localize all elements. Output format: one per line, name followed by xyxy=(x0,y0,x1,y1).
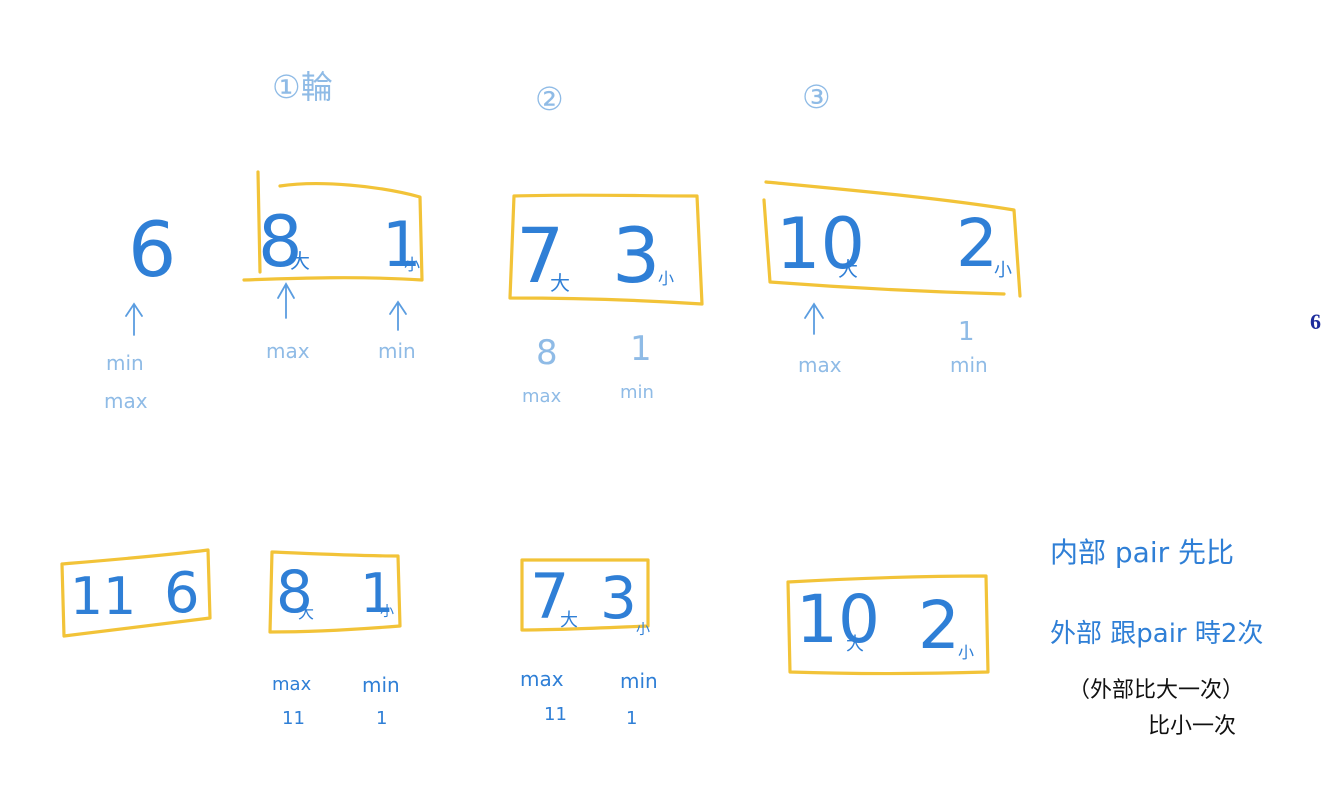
top-pair-3-max-arrow-icon xyxy=(804,302,824,335)
top-pair-1-small: 1 xyxy=(382,208,421,281)
top-pair-1-big: 8 xyxy=(258,201,303,283)
bottom-pair-1-max-label: max xyxy=(272,674,312,695)
bottom-pair-2-min-label: min xyxy=(620,669,658,693)
top-pair-3-small-mark: 小 xyxy=(994,260,1012,281)
bottom-pair-2-small-mark: 小 xyxy=(636,622,650,638)
top-pair-3-max-label: max xyxy=(798,353,842,377)
top-pair-2-small: 3 xyxy=(612,211,660,300)
page-number: 6 xyxy=(1310,309,1321,334)
bottom-pair-1-min-value: 1 xyxy=(376,708,387,729)
top-pair-1-big-mark: 大 xyxy=(290,249,310,273)
bottom-pair-2-max-label: max xyxy=(520,667,564,691)
bottom-first-right: 6 xyxy=(164,561,200,626)
round-3-label: ③ xyxy=(802,78,831,116)
bottom-pair-3-small: 2 xyxy=(918,587,960,664)
top-pair-2-box xyxy=(508,193,704,306)
top-pair-1-small-mark: 小 xyxy=(404,255,420,274)
bottom-first-left: 11 xyxy=(70,567,136,627)
bottom-first-box xyxy=(60,548,212,638)
bottom-pair-1-big: 8 xyxy=(276,558,313,626)
bottom-pair-2-big-mark: 大 xyxy=(560,610,578,631)
bottom-pair-3-big-mark: 大 xyxy=(846,634,864,655)
note-line-1: 内部 pair 先比 xyxy=(1050,536,1234,569)
bottom-pair-3-small-mark: 小 xyxy=(958,643,974,662)
typed-note-line-2: 比小一次 xyxy=(1148,713,1236,738)
top-single-label-max: max xyxy=(104,389,148,413)
top-pair-1-min-label: min xyxy=(378,339,416,363)
top-pair-2-max-value: 8 xyxy=(536,333,558,373)
top-pair-1-max-label: max xyxy=(266,339,310,363)
top-pair-1-max-arrow-icon xyxy=(277,282,295,319)
top-single-label-min: min xyxy=(106,351,144,375)
bottom-pair-1-small: 1 xyxy=(360,562,394,625)
bottom-pair-1-min-label: min xyxy=(362,673,400,697)
top-pair-2-big-mark: 大 xyxy=(550,271,570,295)
top-pair-3-box xyxy=(762,180,1022,298)
bottom-pair-3-box xyxy=(786,574,990,676)
top-pair-1-min-arrow-icon xyxy=(389,300,407,331)
bottom-pair-1-max-value: 11 xyxy=(282,708,305,729)
top-single-up-arrow-icon xyxy=(125,302,143,336)
top-pair-1-box xyxy=(242,170,424,282)
top-pair-3-small: 2 xyxy=(956,205,998,282)
top-pair-2-min-value: 1 xyxy=(630,329,652,369)
note-line-2: 外部 跟pair 時2次 xyxy=(1050,619,1263,649)
bottom-pair-1-box xyxy=(268,550,402,634)
bottom-pair-2-min-value: 1 xyxy=(626,708,637,729)
typed-note-line-1: （外部比大一次） xyxy=(1068,677,1244,702)
top-pair-2-small-mark: 小 xyxy=(658,269,674,288)
top-single-value: 6 xyxy=(128,205,176,294)
bottom-pair-1-small-mark: 小 xyxy=(380,604,394,620)
top-pair-3-big: 10 xyxy=(776,203,865,285)
top-pair-2-big: 7 xyxy=(516,211,564,300)
round-2-label: ② xyxy=(535,80,564,118)
bottom-pair-2-box xyxy=(520,558,650,632)
top-pair-3-min-value: 1 xyxy=(958,317,975,347)
bottom-pair-3-big: 10 xyxy=(796,581,880,658)
top-pair-3-min-label: min xyxy=(950,353,988,377)
round-1-label: ①輪 xyxy=(272,68,333,106)
top-pair-2-min-label: min xyxy=(620,382,654,403)
top-pair-2-max-label: max xyxy=(522,386,562,407)
bottom-pair-1-big-mark: 大 xyxy=(298,603,314,622)
bottom-pair-2-max-value: 11 xyxy=(544,704,567,725)
bottom-pair-2-big: 7 xyxy=(530,560,569,633)
bottom-pair-2-small: 3 xyxy=(600,564,637,632)
top-pair-3-big-mark: 大 xyxy=(838,257,858,281)
